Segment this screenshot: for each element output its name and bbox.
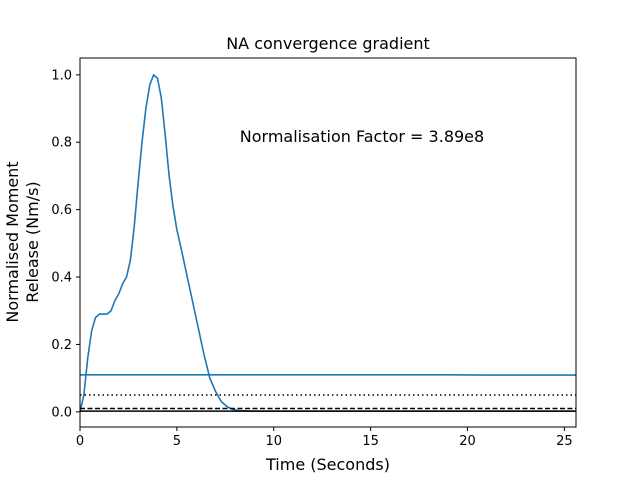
x-tick-label: 10 xyxy=(265,434,282,449)
y-tick-label: 0.0 xyxy=(51,405,72,420)
y-tick-label: 1.0 xyxy=(51,68,72,83)
x-tick-label: 0 xyxy=(76,434,84,449)
normalisation-annotation: Normalisation Factor = 3.89e8 xyxy=(240,127,484,146)
y-axis: 0.0 0.2 0.4 0.6 0.8 1.0 xyxy=(51,68,80,420)
y-tick-label: 0.4 xyxy=(51,271,72,286)
x-tick-label: 25 xyxy=(556,434,573,449)
y-tick-label: 0.8 xyxy=(51,136,72,151)
x-tick-label: 20 xyxy=(459,434,476,449)
x-axis: 0 5 10 15 20 25 xyxy=(76,427,573,449)
chart-title: NA convergence gradient xyxy=(226,34,430,53)
series-layer xyxy=(80,74,576,413)
plot-area xyxy=(80,74,576,413)
x-axis-label: Time (Seconds) xyxy=(265,455,390,474)
x-tick-label: 5 xyxy=(173,434,181,449)
plot-frame xyxy=(79,57,577,428)
y-axis-label-line-2: Release (Nm/s) xyxy=(23,181,42,302)
y-tick-label: 0.6 xyxy=(51,203,72,218)
y-tick-label: 0.2 xyxy=(51,338,72,353)
y-axis-label-line-1: Normalised Moment xyxy=(3,161,22,322)
series-line-1 xyxy=(80,74,576,413)
x-tick-label: 15 xyxy=(362,434,379,449)
